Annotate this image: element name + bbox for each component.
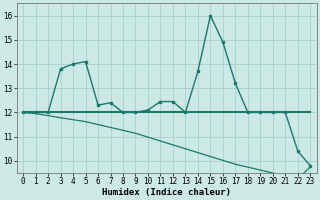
X-axis label: Humidex (Indice chaleur): Humidex (Indice chaleur): [102, 188, 231, 197]
